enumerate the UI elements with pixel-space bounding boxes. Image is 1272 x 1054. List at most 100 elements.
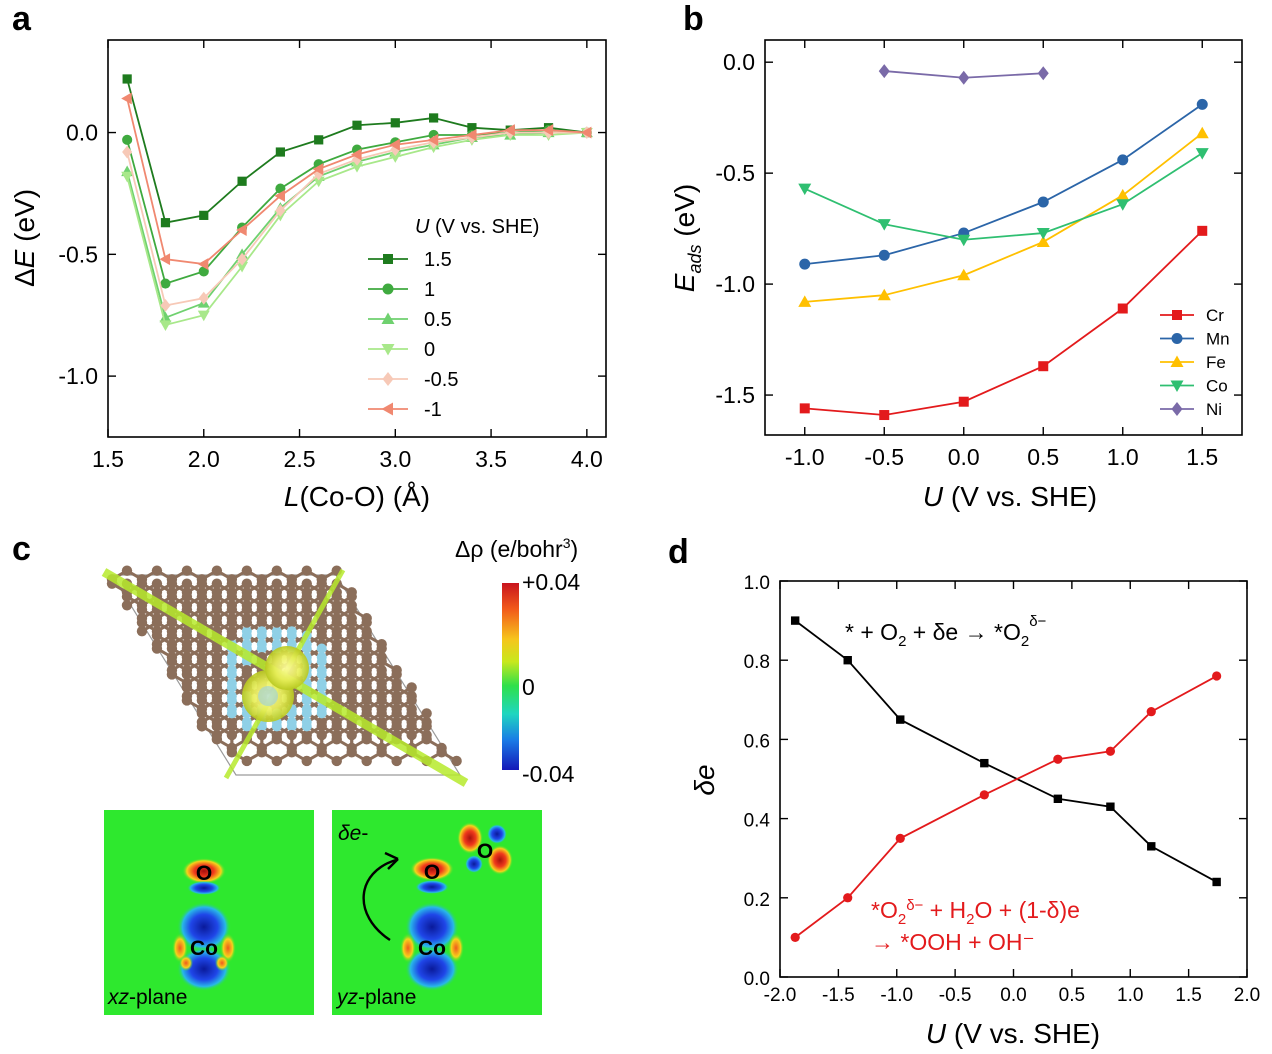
carbon-atom	[271, 591, 283, 602]
panel-b-xlabel-var: U	[923, 481, 944, 512]
data-point--1	[236, 223, 247, 236]
carbon-atom	[256, 729, 268, 741]
data-point-step 2	[895, 833, 905, 844]
carbon-atom	[391, 669, 402, 680]
x-tick-label: 4.0	[571, 446, 603, 472]
data-point-1.5	[314, 135, 324, 145]
carbon-atom	[331, 734, 342, 745]
carbon-atom	[331, 604, 342, 615]
x-tick-label: -0.5	[939, 985, 972, 1006]
nitrogen-atom	[286, 630, 297, 641]
carbon-atom	[196, 656, 208, 667]
density-lobe-positive	[400, 933, 416, 963]
panel-b-ylabel-sub: ads	[685, 244, 705, 273]
reaction-annotation-red-line2: → *OOH + OH⁻	[871, 929, 1035, 955]
y-tick-label: 0.8	[744, 652, 770, 673]
carbon-atom	[241, 565, 253, 576]
carbon-atom	[151, 565, 163, 576]
carbon-atom	[346, 669, 357, 680]
nitrogen-atom	[301, 708, 312, 719]
panel-a-xlabel-rest: (Co-O) (Å)	[299, 481, 430, 512]
carbon-atom	[301, 604, 312, 615]
colorbar-title-sup: 3	[563, 535, 571, 551]
legend-marker-0.5	[381, 312, 395, 324]
carbon-atom	[226, 591, 238, 602]
electron-transfer-arrow	[362, 858, 397, 942]
y-tick-label: -0.5	[58, 241, 98, 267]
carbon-atom	[226, 630, 238, 641]
carbon-atom	[181, 604, 193, 615]
legend-marker--1	[381, 402, 393, 416]
x-tick-label: 1.0	[1117, 985, 1143, 1006]
carbon-atom	[226, 604, 238, 615]
panel-letter-d: d	[668, 533, 689, 571]
colorbar-title-end: )	[571, 536, 579, 562]
colorbar	[502, 583, 519, 770]
data-point-Cr	[1197, 225, 1208, 236]
data-point--1	[274, 189, 285, 202]
panel-b-frame	[764, 39, 1243, 436]
carbon-atom	[361, 643, 372, 654]
carbon-atom	[211, 734, 223, 745]
yz-plane-label-rest: -plane	[358, 986, 416, 1009]
data-point-0	[197, 310, 210, 322]
y-tick-label: 0.4	[744, 811, 771, 832]
nitrogen-atom	[226, 695, 237, 706]
carbon-atom	[346, 643, 357, 654]
carbon-atom	[196, 708, 208, 719]
carbon-atom	[316, 747, 327, 758]
carbon-atom	[331, 669, 342, 680]
panel-letter-b: b	[683, 0, 704, 38]
nitrogen-atom	[256, 630, 267, 641]
electron-label-rest: -	[361, 822, 368, 845]
carbon-atom	[196, 591, 208, 602]
data-point--1	[159, 253, 171, 266]
series-line-Mn	[804, 103, 1203, 266]
y-tick-label: -1.0	[58, 363, 98, 389]
panel-d-chart: -2.0 -1.5 -1.0 -0.5 0.0 0.5 1.0 1.5 2.0 0.0 0.2 0.4…	[689, 573, 1260, 1049]
x-tick-label: 1.0	[1107, 444, 1139, 470]
carbon-atom	[391, 682, 402, 693]
legend-marker-Cr	[1172, 310, 1182, 320]
carbon-atom	[301, 565, 312, 576]
carbon-atom	[331, 630, 342, 641]
x-tick-label: -0.5	[864, 444, 904, 470]
data-point--0.5	[237, 252, 248, 266]
xz-plane-label: xz-plane	[107, 986, 187, 1009]
carbon-atom	[271, 565, 283, 576]
density-lobe-negative	[405, 902, 459, 952]
carbon-atom	[346, 682, 357, 693]
data-point-0	[351, 162, 363, 173]
x-tick-label: 3.0	[379, 446, 411, 472]
density-lobe-positive	[179, 955, 193, 971]
x-tick-label: 0.5	[1027, 444, 1059, 470]
carbon-atom	[121, 565, 133, 576]
carbon-atom	[346, 656, 357, 667]
panel-b-x-axis-label: U (V vs. SHE)	[923, 481, 1097, 512]
carbon-atom	[211, 656, 223, 667]
carbon-atom	[241, 578, 253, 589]
carbon-atom	[271, 604, 283, 615]
carbon-atom	[196, 604, 208, 615]
carbon-atom	[346, 604, 357, 615]
carbon-atom	[331, 755, 342, 767]
data-point--1	[312, 163, 324, 176]
carbon-atom	[136, 578, 148, 589]
panel-b-legend: Cr Mn Fe Co Ni	[1160, 306, 1230, 419]
data-point--1	[121, 92, 132, 105]
carbon-atom	[451, 755, 462, 767]
data-point-1.5	[429, 113, 439, 123]
nitrogen-atom	[271, 630, 282, 641]
carbon-atom	[331, 656, 342, 667]
carbon-atom	[361, 669, 372, 680]
carbon-atom	[316, 578, 327, 589]
carbon-atom	[376, 747, 387, 758]
x-tick-label: -1.0	[785, 444, 825, 470]
carbon-atom	[376, 682, 387, 693]
carbon-atom	[271, 734, 283, 745]
carbon-atom	[316, 617, 327, 628]
data-point-step 2	[843, 893, 853, 903]
xz-plane-map	[104, 810, 314, 1015]
carbon-atom	[421, 721, 432, 732]
legend-marker-1.5	[383, 254, 393, 264]
